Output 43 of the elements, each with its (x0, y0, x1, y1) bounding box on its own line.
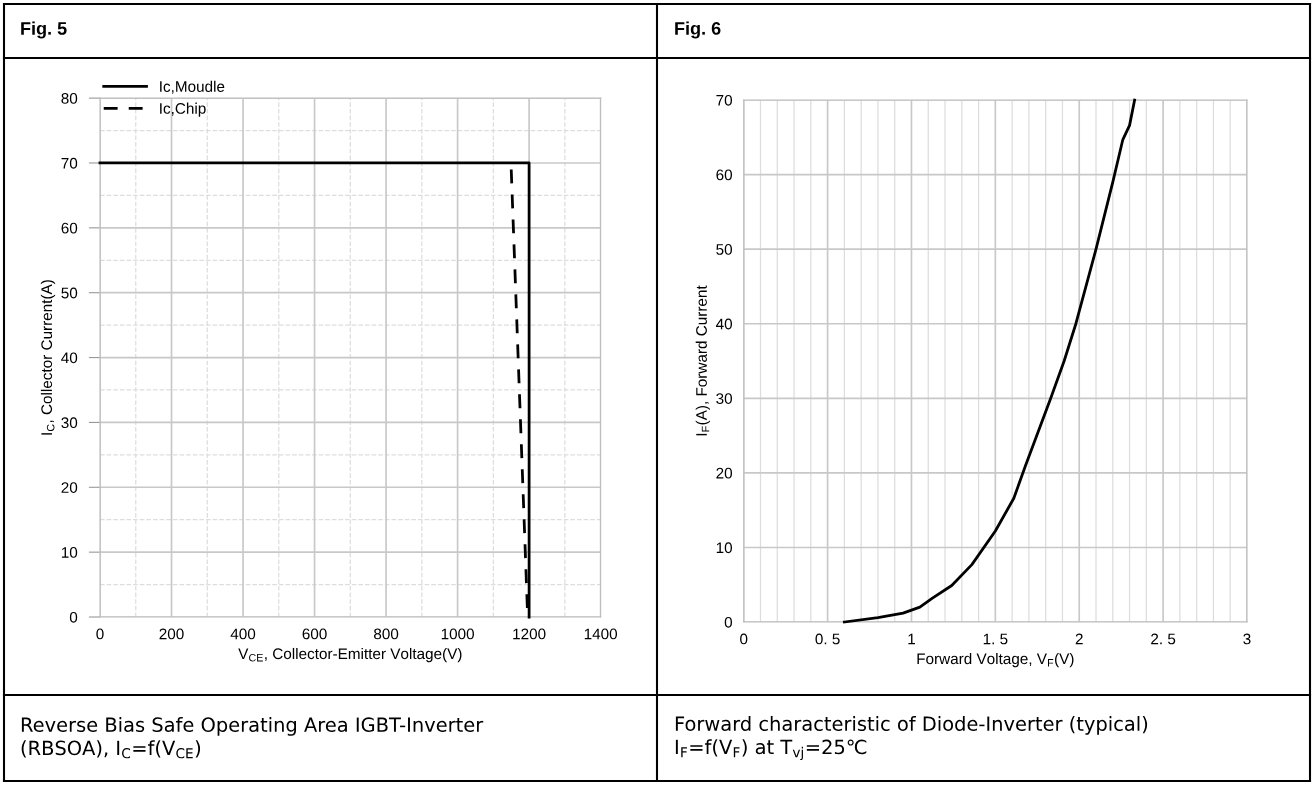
y-tick-label: 30 (61, 417, 78, 429)
legend-label: Ic,Chip (160, 102, 206, 117)
x-tick-label: 1200 (513, 628, 546, 640)
x-tick-label: 3 (1243, 633, 1251, 645)
chart-title: Fig. 5 (21, 21, 67, 39)
y-tick-label: 50 (61, 287, 78, 299)
y-tick-label: 30 (716, 393, 733, 404)
x-tick-label: 600 (302, 628, 327, 640)
x-tick-label: 2 (1075, 633, 1083, 645)
y-tick-label: 0 (69, 611, 78, 623)
x-tick-label: 0. 5 (815, 633, 840, 645)
y-tick-label: 20 (716, 467, 733, 479)
y-tick-label: 40 (61, 352, 78, 364)
x-axis-title: V$_{CE}$, Collector-Emitter Voltage(V) (238, 647, 462, 663)
y-tick-label: 50 (716, 244, 733, 255)
y-axis-title: I$_{C}$, Collector Current(A) (40, 280, 56, 435)
x-tick-label: 1 (908, 633, 915, 645)
x-tick-label: 400 (230, 628, 256, 640)
x-axis-title: Forward Voltage, V$_{F}$(V) (917, 652, 1074, 668)
x-tick-label: 1400 (584, 628, 618, 640)
x-tick-label: 1. 5 (983, 633, 1008, 645)
y-tick-label: 80 (61, 92, 78, 104)
line-series (842, 98, 1136, 624)
x-tick-label: 0 (96, 628, 104, 640)
x-tick-label: 2. 5 (1151, 633, 1176, 645)
x-tick-label: 1000 (441, 628, 474, 640)
y-tick-label: 70 (716, 94, 733, 106)
x-tick-label: 0 (740, 633, 748, 645)
y-tick-label: 10 (716, 542, 733, 554)
text: Reverse Bias Safe Operating Area IGBT-Inverter (RBSOA), I$_{C}$=f(V$_{CE}$) (21, 716, 484, 759)
x-tick-label: 200 (159, 628, 184, 640)
y-tick-label: 10 (61, 547, 78, 558)
y-tick-label: 70 (61, 157, 78, 169)
y-tick-label: 0 (724, 616, 733, 628)
chart-title: Fig. 6 (675, 21, 721, 39)
y-tick-label: 60 (61, 222, 78, 234)
x-tick-label: 800 (373, 628, 399, 640)
y-tick-label: 60 (716, 169, 733, 181)
legend-label: Ic,Moudle (160, 80, 225, 94)
y-tick-label: 20 (61, 482, 78, 493)
y-axis-title: I$_{F}$(A), Forward Current (695, 285, 710, 436)
y-tick-label: 40 (715, 318, 733, 330)
text: Forward characteristic of Diode-Inverter (typical) I$_{F}$=f(V$_{F}$) at T$_{vj}$=25℃ (675, 715, 1148, 761)
